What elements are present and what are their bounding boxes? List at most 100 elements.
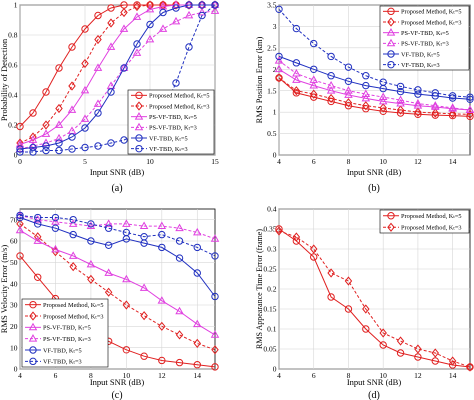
panel-b-data-point [378,92,388,101]
panel-a-data-point [42,146,50,155]
panel-c-data-point [158,230,166,239]
panel-d-ytick-label: 0.25 [263,265,276,274]
panel-b-data-point [448,94,457,102]
panel-a-xtick-label: 0 [18,157,22,166]
panel-c-data-point [158,243,166,252]
panel-c-data-point [193,338,202,348]
panel-c-data-point [122,228,131,237]
panel-c-data-point [122,274,131,283]
panel-a-series-line-2 [19,4,215,145]
panel-d-xtick-label: 6 [312,371,316,380]
panel-a-xtick-label: 10 [146,157,154,166]
panel-b-data-point [396,82,405,91]
panel-c-data-point [87,237,95,245]
panel-b-data-point [309,75,318,83]
panel-b-ytick-label: 2.5 [267,43,277,52]
panel-b-data-point [327,93,335,104]
panel-b-data-point [326,80,336,89]
panel-d-xtick-label: 4 [277,371,281,380]
panel-c-series-line-1 [19,223,216,351]
panel-b-legend-label: PS-VF-TBD, Kₜ=5 [401,30,449,37]
panel-a-data-point [107,4,115,12]
panel-c-data-point [140,233,148,241]
panel-a-data-point [54,120,64,128]
panel-a-legend-label: PS-VF-TBD, Kₜ=3 [149,125,197,132]
panel-b-data-point [292,89,301,97]
panel-c-data-point [210,234,220,242]
panel-b-data-point [431,111,439,119]
panel-a-data-point [107,139,115,147]
panel-a-ticks: 0 5 10 15 0 0.2 0.4 0.6 0.8 1 [8,1,219,166]
panel-d-legend-label: Proposed Method, Kₜ=3 [401,225,462,232]
panel-b-legend-label: VF-TBD, Kₜ=3 [401,62,440,69]
panel-d-data-point [362,304,370,314]
panel-d-data-point [431,348,440,358]
panel-d-ytick-label: 0.05 [263,345,276,354]
panel-c-data-point [33,236,42,244]
panel-a-data-point [185,0,193,10]
panel-b-xtick-label: 4 [277,157,281,166]
panel-b-data-point [292,86,301,96]
panel-c-ytick-label: 70 [10,215,18,224]
panel-a-data-point [119,63,129,71]
panel-c-legend-box [21,298,109,368]
panel-a-data-point [81,25,89,33]
panel-a-data-point [80,114,90,122]
panel-b-data-point [310,39,318,48]
panel-b-legend-marker [386,38,396,47]
panel-a-data-point [42,120,50,130]
panel-d-data-point [396,336,405,346]
panel-c-data-point [211,363,219,371]
panel-b-legend-marker [387,17,395,27]
panel-b-series-line-3 [278,60,471,111]
panel-b-data-point [327,72,335,80]
panel-a-detection-probability: 0 5 10 15 0 0.2 0.4 0.6 0.8 1 Proposed Method, Kₜ… [0,0,220,194]
panel-c-ytick-label: 10 [10,343,18,352]
panel-c-data-point [157,221,167,229]
panel-c-data-point [140,352,148,360]
panel-c-data-point [87,220,95,228]
panel-d-ytick-label: 0.35 [263,225,276,234]
panel-a-data-point [146,0,154,10]
panel-c-xtick-label: 4 [18,371,22,380]
panel-c-data-point [51,224,60,232]
panel-b-data-point [414,86,422,94]
panel-a-data-point [132,12,142,20]
panel-a-ytick-label: 1 [14,1,18,10]
panel-b-data-point [448,109,457,119]
panel-c-data-point [104,219,113,227]
panel-c-ytick-label: 50 [10,258,18,267]
panel-c-data-point [68,219,78,227]
panel-c-data-point [122,300,131,310]
panel-a-data-point [94,11,102,20]
panel-b-data-point [275,5,283,13]
panel-d-ytick-label: 0 [273,365,277,374]
panel-b-data-point [275,73,283,83]
panel-a-data-point [81,143,89,152]
panel-b-data-point [344,86,353,94]
panel-a-legend-marker [135,91,143,100]
panel-a-legend: Proposed Method, Kₜ=5 Proposed Method, Kₜ… [127,89,215,155]
panel-b-data-point [344,102,353,110]
panel-c-legend-label: Proposed Method, Kₜ=5 [43,302,104,309]
panel-c-xtick-label: 14 [194,371,202,380]
panel-d-data-point [414,353,422,361]
panel-a-legend-label: Proposed Method, Kₜ=3 [149,103,210,110]
panel-b-ticks: 4 6 8 10 12 14 0 0.5 1 1.5 2 2.5 3 3.5 [267,1,457,166]
panel-a-data-point [158,24,168,32]
panel-a-ytick-label: 0 [14,151,18,160]
panel-a-ytick-label: 0.2 [8,121,18,130]
panel-a-caption: (a) [111,183,122,194]
panel-a-xtick-label: 5 [83,157,87,166]
panel-c-xtick-label: 6 [54,371,58,380]
panel-a-data-point [93,99,103,107]
panel-c-ylabel: RMS Velocity Error (m/s) [0,245,9,334]
panel-a-data-point [29,148,37,156]
panel-c-xlabel: Input SNR (dB) [90,377,144,387]
panel-b-data-point [379,103,387,113]
panel-b-position-error: 4 6 8 10 12 14 0 0.5 1 1.5 2 2.5 3 3.5 Proposed Metho… [254,1,474,194]
panel-c-data-point [51,213,60,222]
panel-a-data-point [16,122,24,131]
panel-d-legend-label: Proposed Method, Kₜ=5 [401,213,462,220]
panel-c-data-point [175,254,184,262]
